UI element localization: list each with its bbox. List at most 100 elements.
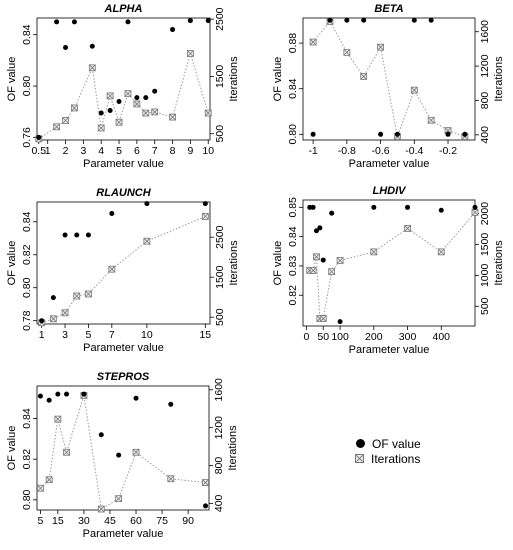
of-value-point xyxy=(205,18,211,24)
iterations-marker-cross xyxy=(167,475,175,483)
iterations-marker-cross xyxy=(411,86,418,94)
of-value-point xyxy=(62,232,68,238)
y2-axis-label: Iterations xyxy=(493,56,505,102)
iterations-series-line xyxy=(38,51,209,140)
x-tick-label: 15 xyxy=(199,329,211,341)
iterations-point xyxy=(151,108,159,116)
iterations-marker-icon xyxy=(355,454,364,463)
x-tick-label: 4 xyxy=(98,145,104,157)
of-value-point xyxy=(134,95,140,101)
legend-of-label: OF value xyxy=(372,436,421,451)
iterations-point xyxy=(133,100,141,108)
y2-tick-label: 1500 xyxy=(214,265,226,289)
iterations-point xyxy=(71,104,78,112)
x-tick-label: 45 xyxy=(104,515,116,527)
iterations-point xyxy=(336,257,344,264)
chart-title: RLAUNCH xyxy=(96,187,151,199)
x-tick-label: 6 xyxy=(134,145,140,157)
y2-tick-label: 1200 xyxy=(213,416,225,440)
iterations-marker-cross xyxy=(444,127,452,134)
iterations-point xyxy=(167,475,175,483)
iterations-marker-cross xyxy=(50,315,57,323)
y-tick-label: 0.82 xyxy=(287,285,299,306)
iterations-marker-cross xyxy=(71,104,78,112)
y2-axis-label: Iterations xyxy=(493,240,505,286)
iterations-marker-cross xyxy=(151,108,158,116)
x-tick-label: 5 xyxy=(116,145,122,157)
of-value-point xyxy=(81,391,87,397)
iterations-marker-cross xyxy=(309,267,317,274)
x-tick-label: 0.5 xyxy=(31,145,46,157)
of-value-point xyxy=(98,110,104,116)
x-tick-label: 100 xyxy=(331,331,349,343)
iterations-point xyxy=(204,109,212,117)
y-axis-label: OF value xyxy=(272,241,284,286)
legend: OF value Iterations xyxy=(354,436,421,466)
legend-item-of-value: OF value xyxy=(354,436,421,451)
iterations-marker-cross xyxy=(89,64,96,72)
x-axis-label: Parameter value xyxy=(349,344,430,356)
x-tick-label: 9 xyxy=(187,145,193,157)
of-value-point xyxy=(327,17,333,23)
of-value-point xyxy=(187,18,193,24)
iterations-marker-cross xyxy=(37,484,44,492)
iterations-marker-cross xyxy=(97,124,105,132)
iterations-marker-cross xyxy=(313,253,320,261)
iterations-marker-cross xyxy=(143,237,151,245)
chart-panel-stepros: STEPROS 5 15 30 45 60 75 90 Parameter value 0.80 0… xyxy=(6,371,239,540)
x-tick-label: 10 xyxy=(141,329,153,341)
y2-tick-label: 1600 xyxy=(479,20,491,44)
x-tick-label: 2 xyxy=(63,145,69,157)
iterations-point xyxy=(360,73,368,80)
x-tick-label: 50 xyxy=(317,331,329,343)
iterations-marker-cross xyxy=(53,123,60,131)
y-tick-label: 0.83 xyxy=(287,256,299,277)
iterations-point xyxy=(143,237,151,245)
y-tick-label: 0.82 xyxy=(21,244,33,265)
iterations-marker-cross xyxy=(97,505,105,513)
y2-tick-label: 2500 xyxy=(214,225,226,249)
iterations-marker-cross xyxy=(63,448,70,456)
of-value-point xyxy=(107,107,113,113)
of-value-point xyxy=(329,210,335,216)
y2-tick-label: 800 xyxy=(213,457,225,475)
x-tick-label: 7 xyxy=(109,329,115,341)
of-value-point xyxy=(64,391,70,397)
iterations-point xyxy=(53,123,61,131)
y-axis-label: OF value xyxy=(6,241,18,286)
iterations-marker-cross xyxy=(471,209,479,216)
iterations-marker-cross xyxy=(124,90,132,97)
of-value-point xyxy=(144,201,150,207)
iterations-series-line xyxy=(309,212,476,320)
y-tick-label: 0.76 xyxy=(21,127,33,148)
iterations-point xyxy=(61,309,69,317)
iterations-marker-cross xyxy=(404,225,411,232)
of-value-point xyxy=(85,232,91,238)
iterations-point xyxy=(85,290,92,298)
x-tick-label: 1 xyxy=(45,145,51,157)
iterations-series-line xyxy=(41,215,206,324)
of-value-point xyxy=(202,201,208,207)
y-tick-label: 0.84 xyxy=(21,24,33,45)
iterations-marker-cross xyxy=(115,118,123,126)
x-tick-label: 1 xyxy=(39,329,45,341)
y2-tick-label: 2500 xyxy=(214,7,226,31)
of-value-point xyxy=(313,228,319,234)
of-value-point xyxy=(411,17,417,23)
x-axis-label: Parameter value xyxy=(83,158,164,170)
iterations-point xyxy=(313,253,320,261)
iterations-marker-cross xyxy=(115,495,122,502)
iterations-marker-cross xyxy=(377,43,384,51)
chart-title: BETA xyxy=(374,3,403,15)
of-value-point xyxy=(54,19,60,25)
x-tick-label: 400 xyxy=(433,331,451,343)
of-value-point xyxy=(168,401,174,407)
x-tick-label: 10 xyxy=(202,145,214,157)
y2-tick-label: 500 xyxy=(214,308,226,326)
of-value-point xyxy=(37,393,43,399)
of-value-point xyxy=(438,207,444,213)
plot-frame xyxy=(302,17,476,141)
x-tick-label: -0.4 xyxy=(405,145,423,157)
